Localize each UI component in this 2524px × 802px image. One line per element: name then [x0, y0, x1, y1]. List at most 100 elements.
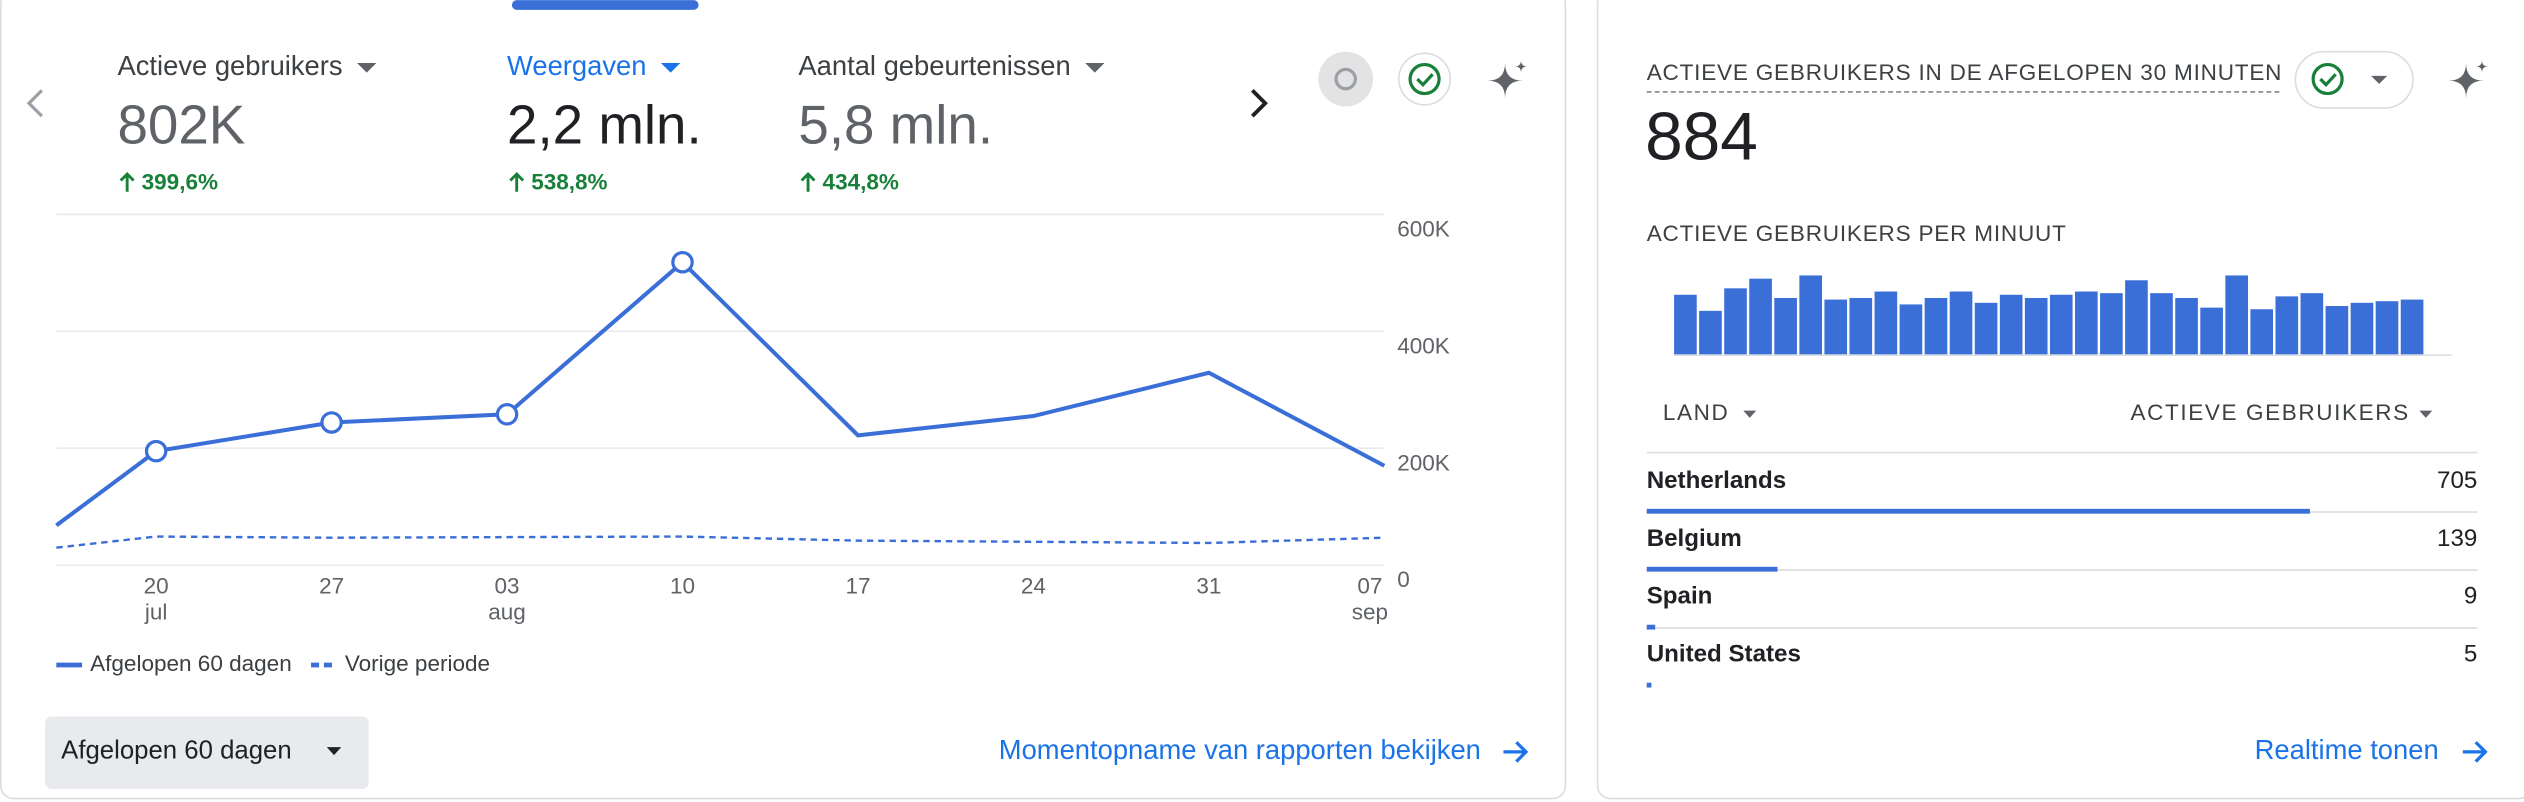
minute-bar: [2250, 309, 2274, 355]
minute-bar: [1949, 291, 1973, 355]
country-users: 9: [2464, 583, 2477, 610]
x-tick-label: aug: [488, 599, 526, 624]
legend-label: Afgelopen 60 dagen: [90, 651, 292, 676]
trend-arrow: [509, 171, 525, 192]
point-marker[interactable]: [671, 250, 694, 274]
metric-dropdown[interactable]: [660, 62, 681, 73]
x-tick-label: 27: [319, 574, 344, 599]
minute-bar: [2100, 293, 2123, 355]
date-range-label[interactable]: Afgelopen 60 dagen: [61, 737, 292, 765]
x-tick-label: sep: [1352, 599, 1388, 624]
point-marker[interactable]: [495, 403, 519, 426]
country-name: United States: [1647, 641, 1801, 668]
legend-label: Vorige periode: [345, 651, 490, 676]
insight-glyph: [1334, 67, 1357, 91]
minute-bar: [2300, 293, 2324, 355]
y-tick-label: 0: [1397, 567, 1410, 592]
metric-dropdown[interactable]: [357, 62, 377, 73]
realtime-title: ACTIEVE GEBRUIKERS IN DE AFGELOPEN 30 MI…: [1647, 60, 2283, 85]
minute-bar: [1974, 302, 1998, 355]
dropdown-arrow: [2371, 75, 2388, 84]
status-ring: [1408, 62, 1441, 96]
table-header[interactable]: LAND: [1663, 400, 1730, 425]
next-chevron[interactable]: [1250, 88, 1268, 118]
minute-bar: [1699, 310, 1722, 355]
minute-bar: [2200, 307, 2223, 355]
x-tick-label: 31: [1196, 574, 1221, 599]
minute-bar: [1749, 278, 1772, 355]
status-check: [1416, 73, 1434, 88]
country-users: 5: [2464, 641, 2477, 668]
date-range-button[interactable]: [45, 716, 369, 789]
y-tick-label: 600K: [1397, 216, 1450, 241]
x-tick-label: jul: [144, 599, 168, 624]
x-tick-label: 17: [845, 574, 870, 599]
minute-bar: [2350, 302, 2374, 355]
metric-change: 434,8%: [823, 170, 899, 195]
x-tick-label: 03: [495, 574, 520, 599]
metric-change: 399,6%: [142, 170, 218, 195]
x-tick-label: 20: [144, 574, 169, 599]
country-name: Spain: [1647, 583, 1713, 610]
metric-value: 802K: [118, 93, 246, 155]
tab-indicator: [511, 0, 699, 10]
realtime-card: [1596, 0, 2524, 800]
link-arrow: [2462, 741, 2488, 763]
minute-bar: [1899, 304, 1923, 355]
y-tick-label: 200K: [1397, 450, 1450, 475]
country-name: Netherlands: [1647, 467, 1786, 494]
sort-arrow: [1743, 410, 1757, 418]
country-bar: [1646, 682, 1652, 688]
point-marker[interactable]: [320, 411, 343, 434]
metric-label[interactable]: Actieve gebruikers: [118, 50, 343, 81]
minute-bar: [1824, 299, 1848, 355]
metric-value: 5,8 mln.: [798, 93, 993, 155]
minute-bar: [2175, 297, 2198, 355]
country-users: 139: [2437, 525, 2477, 552]
metric-label[interactable]: Aantal gebeurtenissen: [798, 50, 1070, 81]
table-header[interactable]: ACTIEVE GEBRUIKERS: [2130, 400, 2409, 425]
country-bar: [1646, 508, 2310, 514]
trend-arrow: [119, 171, 135, 192]
minute-bar: [2125, 280, 2148, 355]
prev-chevron[interactable]: [26, 89, 43, 118]
status-icon[interactable]: [1398, 52, 1452, 106]
snapshot-link[interactable]: Momentopname van rapporten bekijken: [999, 734, 1481, 765]
country-bar: [1646, 624, 1656, 630]
x-tick-label: 24: [1021, 574, 1046, 599]
minute-bar: [2024, 297, 2048, 355]
minute-bar: [2150, 293, 2173, 355]
x-tick-label: 07: [1357, 574, 1382, 599]
minute-bar: [2225, 275, 2248, 355]
minute-bar: [2375, 301, 2399, 355]
point-marker[interactable]: [144, 439, 168, 463]
minute-bar: [2049, 294, 2073, 355]
status-check: [2319, 73, 2337, 88]
overview-card: [0, 0, 1567, 800]
minute-bar: [1724, 288, 1747, 355]
y-tick-label: 400K: [1397, 333, 1450, 358]
realtime-link[interactable]: Realtime tonen: [2255, 734, 2439, 765]
metric-label[interactable]: Weergaven: [507, 50, 646, 81]
minute-bar: [1849, 297, 1873, 355]
metric-value: 2,2 mln.: [507, 93, 702, 155]
minute-bar: [1999, 294, 2023, 355]
minute-bar: [1774, 297, 1797, 355]
previous-period-line: [56, 535, 1385, 549]
metric-dropdown[interactable]: [1085, 62, 1105, 73]
sort-arrow: [2419, 410, 2433, 418]
link-arrow: [1503, 741, 1529, 763]
minute-bar: [2400, 299, 2424, 355]
country-users: 705: [2437, 467, 2477, 494]
ai-insights-icon[interactable]: [1487, 60, 1528, 99]
minute-bar: [2325, 306, 2349, 355]
ai-insights-icon[interactable]: [2448, 60, 2489, 99]
minute-bar: [2075, 291, 2098, 355]
realtime-count: 884: [1645, 100, 1758, 175]
minute-bar: [1674, 294, 1697, 355]
per-minute-title: ACTIEVE GEBRUIKERS PER MINUUT: [1647, 221, 2067, 246]
minute-bar: [2275, 296, 2299, 355]
dropdown-arrow: [326, 747, 342, 756]
insight-icon[interactable]: [1318, 51, 1374, 107]
